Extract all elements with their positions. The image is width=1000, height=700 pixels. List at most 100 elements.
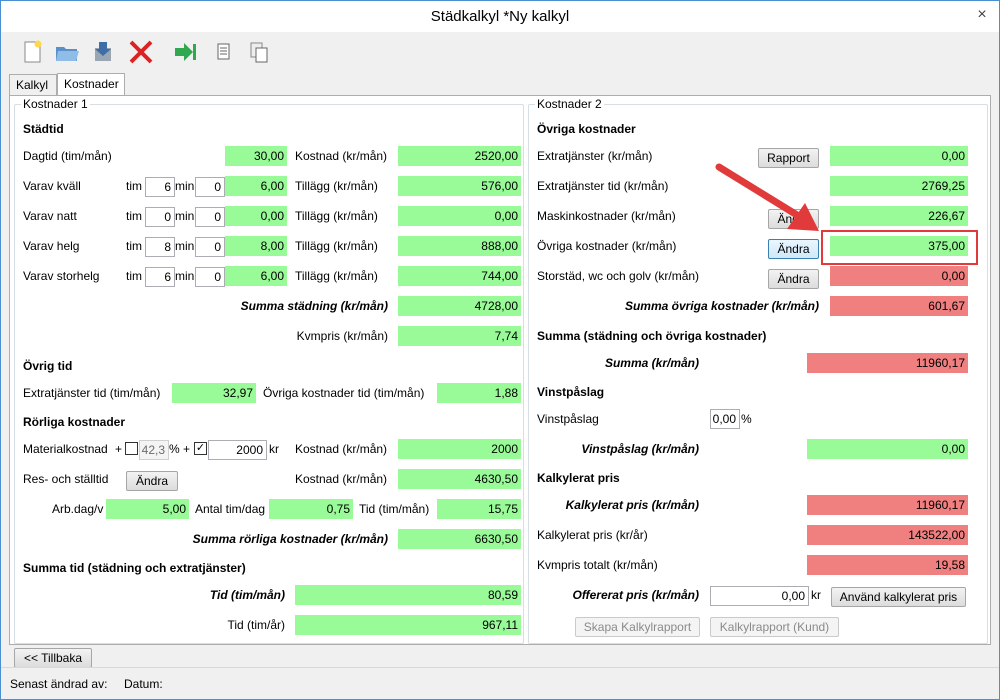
anvand-kalkylerat-button[interactable]: Använd kalkylerat pris	[831, 587, 966, 607]
kalkylrapport-kund-button[interactable]: Kalkylrapport (Kund)	[710, 617, 839, 637]
heading-summa-all: Summa (städning och övriga kostnader)	[537, 329, 767, 343]
row-value: 226,67	[830, 206, 968, 226]
tid-man-value: 80,59	[295, 585, 521, 605]
min-label: min	[175, 179, 195, 193]
antal-label: Antal tim/dag	[195, 502, 266, 516]
min-input[interactable]: 0	[195, 267, 225, 287]
heading-stadtid: Städtid	[23, 122, 64, 136]
document-icon[interactable]	[209, 38, 237, 66]
toolbar	[1, 32, 999, 72]
tillagg-value: 576,00	[398, 176, 521, 196]
offererat-label: Offererat pris (kr/mån)	[572, 588, 700, 602]
delete-icon[interactable]	[127, 38, 155, 66]
kalk-ar-label: Kalkylerat pris (kr/år)	[537, 528, 648, 542]
row-value: 0,00	[830, 266, 968, 286]
hours-value: 6,00	[225, 266, 287, 286]
title-bar: Städkalkyl *Ny kalkyl ×	[1, 1, 999, 32]
vinstpaslag-label: Vinstpåslag	[537, 412, 599, 426]
heading-summa-tid: Summa tid (städning och extratjänster)	[23, 561, 246, 575]
row-label: Extratjänster (kr/mån)	[537, 149, 653, 163]
tim-input[interactable]: 6	[145, 177, 175, 197]
arbdag-label: Arb.dag/v	[52, 502, 104, 516]
skapa-kalkylrapport-button[interactable]: Skapa Kalkylrapport	[575, 617, 700, 637]
extratjanster-tid-value: 32,97	[172, 383, 256, 403]
storstad-andra-button[interactable]: Ändra	[768, 269, 819, 289]
plus-sign: +	[115, 442, 123, 456]
hours-value: 6,00	[225, 176, 287, 196]
res-kostnad-value: 4630,50	[398, 469, 521, 489]
rapport-button[interactable]: Rapport	[758, 148, 819, 168]
heading-vinstpaslag: Vinstpåslag	[537, 385, 605, 399]
heading-ovrig-tid: Övrig tid	[23, 359, 73, 373]
summa-stadning-label: Summa städning (kr/mån)	[240, 299, 388, 313]
tillagg-label: Tillägg (kr/mån)	[295, 239, 378, 253]
amount-checkbox[interactable]: ✓	[194, 442, 207, 455]
copy-icon[interactable]	[245, 38, 273, 66]
datum-label: Datum:	[124, 677, 163, 691]
vinstpaslag-input[interactable]: 0,00	[710, 409, 740, 429]
ovriga-tid-label: Övriga kostnader tid (tim/mån)	[263, 386, 425, 400]
open-folder-icon[interactable]	[53, 38, 81, 66]
senast-andrad-label: Senast ändrad av:	[10, 677, 108, 691]
res-andra-button[interactable]: Ändra	[126, 471, 178, 491]
tid-value: 15,75	[437, 499, 521, 519]
kalk-ar-value: 143522,00	[807, 525, 968, 545]
tillagg-value: 888,00	[398, 236, 521, 256]
dagtid-label: Dagtid (tim/mån)	[23, 149, 112, 163]
vinstpaslag-percent: %	[741, 412, 752, 426]
kalk-man-value: 11960,17	[807, 495, 968, 515]
percent-checkbox[interactable]	[125, 442, 138, 455]
tillagg-value: 744,00	[398, 266, 521, 286]
hours-value: 0,00	[225, 206, 287, 226]
percent-input[interactable]: 42,3	[139, 440, 169, 460]
back-button[interactable]: << Tillbaka	[14, 648, 92, 668]
tillagg-value: 0,00	[398, 206, 521, 226]
amount-input[interactable]: 2000	[208, 440, 267, 460]
close-icon[interactable]: ×	[977, 6, 987, 23]
min-input[interactable]: 0	[195, 237, 225, 257]
kostnad-label: Kostnad (kr/mån)	[295, 149, 388, 163]
vinstpaslag-sum-label: Vinstpåslag (kr/mån)	[581, 442, 699, 456]
tid-ar-value: 967,11	[295, 615, 521, 635]
tillagg-label: Tillägg (kr/mån)	[295, 179, 378, 193]
highlight-box	[821, 230, 978, 265]
tim-label: tim	[126, 179, 142, 193]
kvm-totalt-value: 19,58	[807, 555, 968, 575]
summa-ovriga-value: 601,67	[830, 296, 968, 316]
antal-value: 0,75	[269, 499, 353, 519]
group-kostnader-2: Kostnader 2	[528, 97, 988, 644]
min-label: min	[175, 269, 195, 283]
ovriga-andra-button[interactable]: Ändra	[768, 239, 819, 259]
summa-stadning-value: 4728,00	[398, 296, 521, 316]
offererat-input[interactable]: 0,00	[710, 586, 809, 606]
tab-kostnader[interactable]: Kostnader	[57, 73, 125, 96]
export-icon[interactable]	[171, 38, 199, 66]
min-label: min	[175, 239, 195, 253]
save-icon[interactable]	[89, 38, 117, 66]
kvmpris-value: 7,74	[398, 326, 521, 346]
new-file-icon[interactable]	[19, 38, 47, 66]
plus-sign-2: +	[183, 442, 191, 456]
summa-all-label: Summa (kr/mån)	[604, 356, 699, 370]
tillagg-label: Tillägg (kr/mån)	[295, 269, 378, 283]
row-label: Övriga kostnader (kr/mån)	[537, 239, 677, 253]
kvmpris-label: Kvmpris (kr/mån)	[296, 329, 388, 343]
annotation-arrow-icon	[715, 163, 819, 231]
kr-label: kr	[269, 442, 279, 456]
min-input[interactable]: 0	[195, 177, 225, 197]
tab-kalkyl[interactable]: Kalkyl	[9, 74, 57, 96]
tim-input[interactable]: 6	[145, 267, 175, 287]
tim-input[interactable]: 8	[145, 237, 175, 257]
status-divider	[1, 667, 999, 668]
tim-input[interactable]: 0	[145, 207, 175, 227]
res-kostnad-label: Kostnad (kr/mån)	[295, 472, 388, 486]
min-input[interactable]: 0	[195, 207, 225, 227]
material-kostnad-label: Kostnad (kr/mån)	[295, 442, 388, 456]
dagtid-value: 30,00	[225, 146, 287, 166]
row-label: Varav helg	[23, 239, 80, 253]
row-label: Varav natt	[23, 209, 77, 223]
ovriga-tid-value: 1,88	[437, 383, 521, 403]
tim-label: tim	[126, 209, 142, 223]
row-label: Maskinkostnader (kr/mån)	[537, 209, 676, 223]
